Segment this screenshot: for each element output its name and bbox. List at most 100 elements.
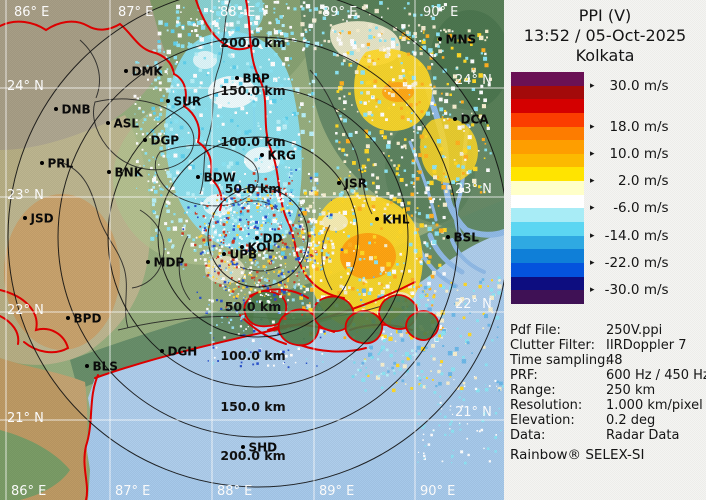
station-dot-SHD (241, 445, 245, 449)
station-dot-DNB (54, 107, 58, 111)
colorbar-band (511, 72, 584, 86)
colorbar-band (511, 249, 584, 263)
metadata-row: Time sampling: 48 (510, 353, 704, 368)
station-label-KHL: KHL (383, 213, 410, 227)
map-label: 90° E (423, 5, 458, 20)
pointer-icon: ▸ (590, 176, 595, 187)
map-label: 150.0 km (220, 83, 285, 98)
metadata-label: Pdf File: (510, 323, 561, 338)
map-label: 89° E (322, 5, 357, 20)
metadata-value: 600 Hz / 450 Hz (606, 368, 706, 383)
range-rings (7, 0, 504, 488)
map-label: 88° E (217, 484, 252, 499)
station-dot-DGP (143, 138, 147, 142)
station-label-MDP: MDP (154, 256, 185, 270)
colorbar-band (511, 181, 584, 195)
map-label: 86° E (11, 484, 46, 499)
radar-map: 86° E 86° E 87° E 87° E 88° E 88° E 89° E 89° E… (0, 0, 504, 500)
graticule (0, 0, 504, 500)
station-dot-DGH (160, 349, 164, 353)
colorbar-label: ▸ 2.0 m/s (590, 173, 669, 190)
station-dot-KHL (375, 217, 379, 221)
station-label-MNS: MNS (446, 33, 477, 47)
map-label: 22° N (455, 297, 492, 312)
metadata-row: Pdf File: 250V.ppi (510, 323, 704, 338)
pointer-icon: ▸ (590, 230, 595, 241)
map-label: 100.0 km (220, 134, 285, 149)
map-label: 100.0 km (220, 348, 285, 363)
info-panel: PPI (V) 13:52 / 05-Oct-2025 Kolkata ▸ 30.… (504, 0, 706, 500)
map-label: 200.0 km (220, 448, 285, 463)
colorbar-label: ▸ -30.0 m/s (590, 282, 669, 299)
pointer-icon: ▸ (590, 258, 595, 269)
station-label-KOL: KOL (248, 241, 275, 255)
station-dot-KRG (260, 153, 264, 157)
metadata-row: PRF: 600 Hz / 450 Hz (510, 368, 706, 383)
map-label: 23° N (455, 182, 492, 197)
map-label: 50.0 km (225, 181, 282, 196)
station-label-BDW: BDW (204, 171, 236, 185)
map-label: 24° N (7, 79, 44, 94)
metadata-row: Clutter Filter: IIRDoppler 7 (510, 338, 704, 353)
station-label-DCA: DCA (461, 113, 490, 127)
colorbar-label: ▸ 30.0 m/s (590, 77, 669, 94)
metadata-label: Data: (510, 428, 546, 443)
metadata-row: Data: Radar Data (510, 428, 704, 443)
station-dot-MNS (438, 37, 442, 41)
metadata-row: Range: 250 km (510, 383, 704, 398)
colorbar-band (511, 290, 584, 304)
station-dot-PRL (40, 161, 44, 165)
colorbar-label: ▸ -22.0 m/s (590, 255, 669, 272)
station-dot-BPD (66, 316, 70, 320)
map-label: 87° E (118, 5, 153, 20)
map-label: 87° E (115, 484, 150, 499)
map-label: 150.0 km (220, 399, 285, 414)
metadata-label: Elevation: (510, 413, 575, 428)
range-ring-150km (107, 86, 409, 388)
metadata-row: Elevation: 0.2 deg (510, 413, 704, 428)
range-ring-50km (207, 186, 309, 288)
pointer-icon: ▸ (590, 203, 595, 214)
pointer-icon: ▸ (590, 80, 595, 91)
station-label-JSD: JSD (30, 212, 54, 226)
metadata-label: PRF: (510, 368, 538, 383)
station-label-BLS: BLS (93, 360, 118, 374)
station-dot-SUR (166, 99, 170, 103)
echo-speckle (132, 0, 504, 465)
product-title: PPI (V) (578, 6, 632, 25)
station-label-BPD: BPD (74, 312, 102, 326)
station-dot-BRP (235, 76, 239, 80)
station-label-DGP: DGP (151, 134, 180, 148)
station-label-SUR: SUR (174, 95, 202, 109)
station-label-DD: DD (263, 232, 283, 246)
metadata-value: 250V.ppi (606, 323, 663, 338)
map-label: 200.0 km (220, 35, 285, 50)
map-label: 86° E (14, 5, 49, 20)
metadata-row: Resolution: 1.000 km/pixel (510, 398, 704, 413)
colorbar-band (511, 208, 584, 223)
metadata-value: 48 (606, 353, 623, 368)
station-dot-BNK (107, 170, 111, 174)
map-label: 90° E (420, 484, 455, 499)
map-label: 89° E (319, 484, 354, 499)
station-dot-JSD (23, 216, 27, 220)
pointer-icon: ▸ (590, 148, 595, 159)
station-dot-BLS (85, 364, 89, 368)
colorbar-label: ▸ -6.0 m/s (590, 200, 669, 217)
center-clutter-speckle (180, 158, 344, 328)
metadata-value: 0.2 deg (606, 413, 656, 428)
metadata-value: 1.000 km/pixel (606, 398, 703, 413)
station-label-SHD: SHD (249, 441, 278, 455)
metadata-label: Clutter Filter: (510, 338, 595, 353)
map-label: 23° N (7, 188, 44, 203)
station-dot-DD (255, 236, 259, 240)
station-label-BSL: BSL (454, 231, 480, 245)
range-ring-200km (57, 36, 459, 438)
pointer-icon: ▸ (590, 121, 595, 132)
map-label: 21° N (455, 405, 492, 420)
colorbar-band (511, 276, 584, 291)
station-dot-JSR (337, 181, 341, 185)
colorbar-band (511, 194, 584, 209)
colorbar-labels: ▸ 30.0 m/s ▸ 18.0 m/s ▸ 10.0 m/s ▸ 2.0 m/s ▸ -6.0… (590, 72, 700, 304)
